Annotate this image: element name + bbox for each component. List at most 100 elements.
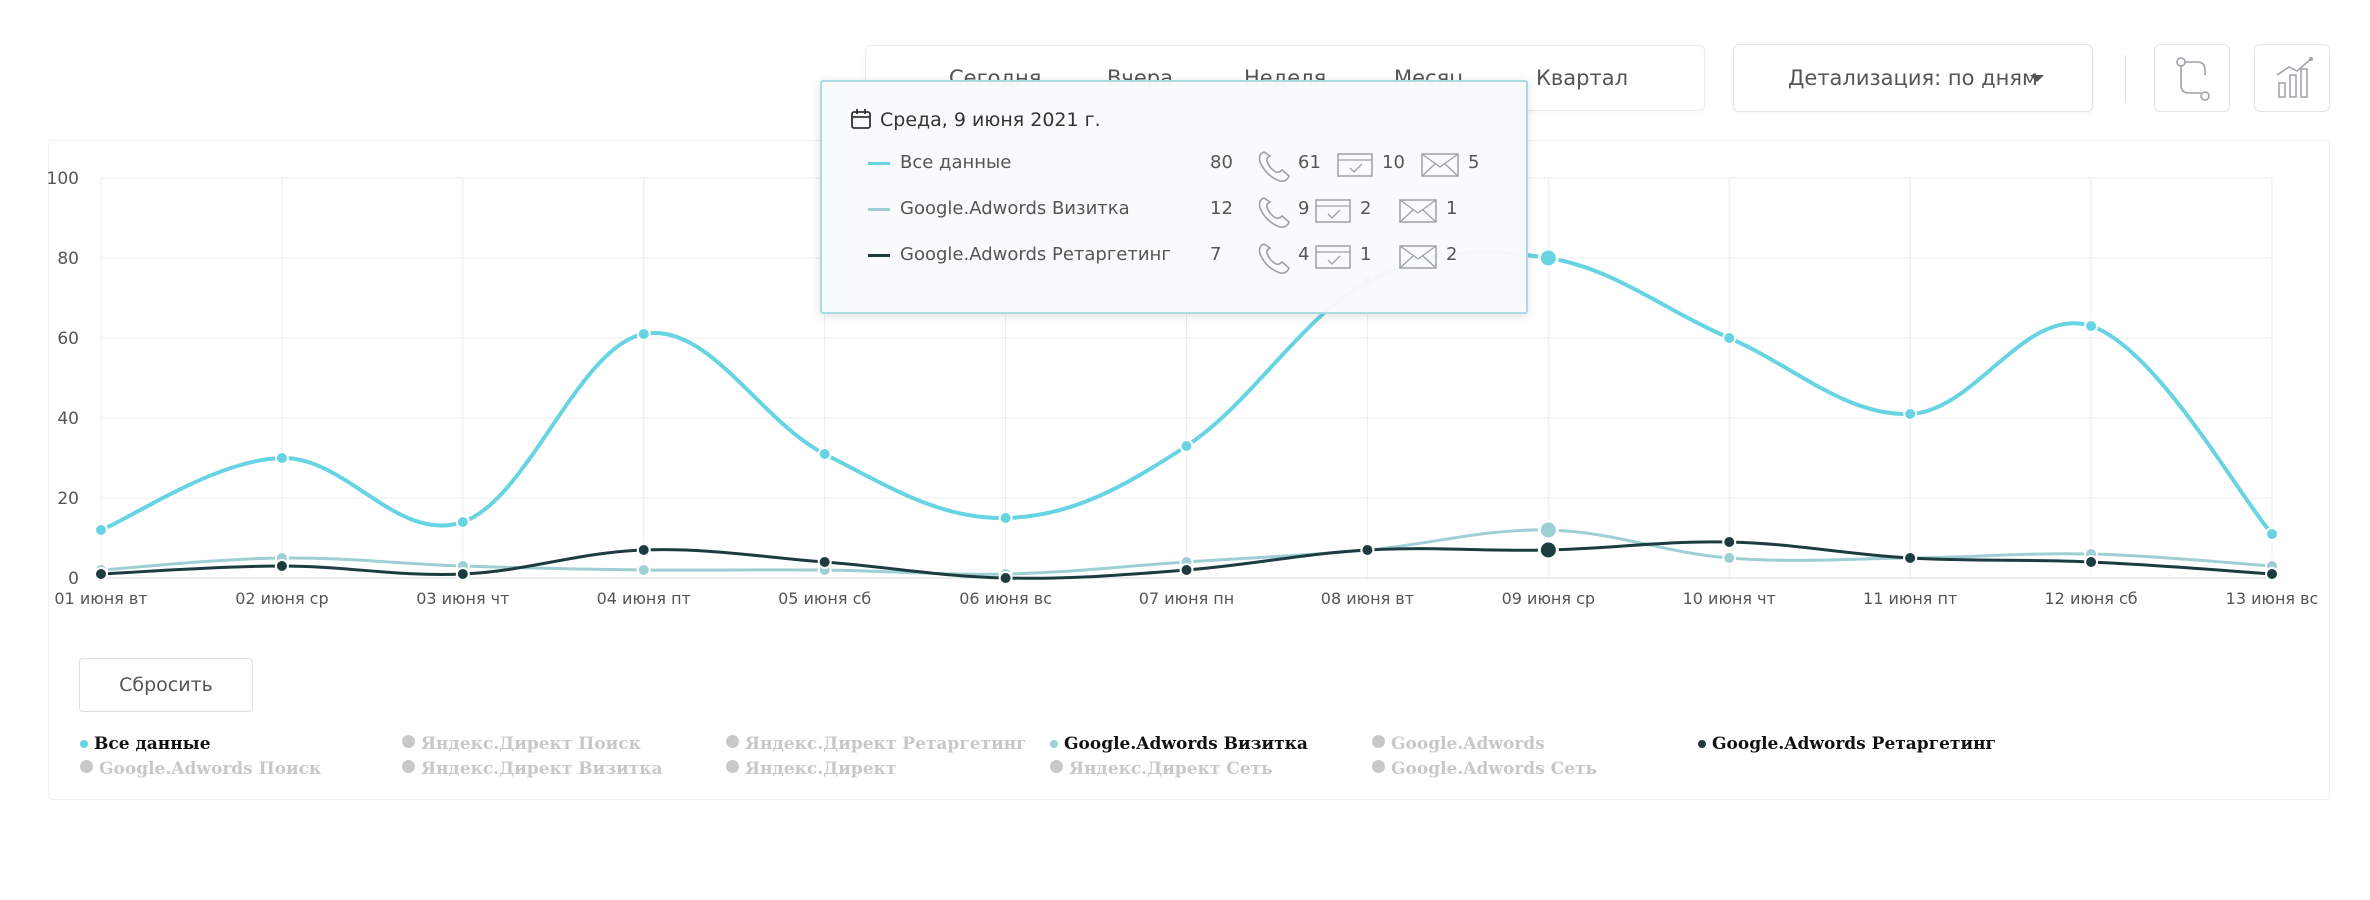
legend-label: Google.Adwords Визитка (1064, 734, 1308, 754)
calendar-icon (851, 109, 871, 129)
tooltip-emails: 2 (1446, 244, 1458, 265)
legend-label: Google.Adwords Сеть (1391, 759, 1598, 779)
legend-item-yandex-search[interactable]: Яндекс.Директ Поиск (402, 734, 641, 754)
data-point (1179, 563, 1194, 577)
legend-item-google-search[interactable]: Google.Adwords Поиск (80, 759, 321, 779)
tooltip-emails: 1 (1446, 198, 1458, 219)
legend-item-yandex-vizitka[interactable]: Яндекс.Директ Визитка (402, 759, 663, 779)
x-tick-label: 03 июня чт (416, 589, 509, 608)
y-tick-label: 100 (47, 169, 79, 189)
data-point (2084, 555, 2099, 569)
legend-item-google-adwords[interactable]: Google.Adwords (1372, 734, 1545, 754)
phone-icon (1258, 197, 1290, 228)
legend-label: Яндекс.Директ Визитка (421, 759, 663, 779)
data-point (636, 563, 651, 577)
mail-icon (1399, 199, 1437, 223)
data-point (1903, 407, 1918, 421)
data-point (817, 447, 832, 461)
data-point (2265, 567, 2279, 581)
series-swatch (868, 208, 890, 211)
y-tick-label: 80 (57, 249, 79, 269)
chart-tooltip: Среда, 9 июня 2021 г. Все данные 80 61 1… (820, 80, 1528, 314)
data-point (1537, 519, 1559, 541)
legend-item-yandex-retarget[interactable]: Яндекс.Директ Ретаргетинг (726, 734, 1027, 754)
series-swatch (868, 254, 890, 257)
data-point (998, 571, 1013, 585)
data-point (636, 327, 651, 341)
x-tick-label: 02 июня ср (235, 589, 328, 608)
data-point (94, 523, 108, 537)
tooltip-date-row: Среда, 9 июня 2021 г. (850, 108, 1101, 131)
legend-label: Яндекс.Директ Поиск (421, 734, 641, 754)
form-icon (1337, 153, 1373, 177)
data-point (1722, 331, 1737, 345)
data-point (1722, 551, 1737, 565)
legend-label: Все данные (94, 734, 211, 754)
tooltip-forms: 2 (1360, 198, 1372, 219)
legend-dot-icon (726, 735, 739, 748)
legend-dot-icon (1050, 740, 1058, 748)
legend-item-google-network[interactable]: Google.Adwords Сеть (1372, 759, 1597, 779)
data-point (636, 543, 651, 557)
data-point (1722, 535, 1737, 549)
x-tick-label: 09 июня ср (1502, 589, 1595, 608)
legend-label: Google.Adwords (1391, 734, 1545, 754)
tooltip-series-name: Google.Adwords Ретаргетинг (900, 244, 1171, 265)
caret-down-icon (2030, 75, 2044, 82)
legend-item-all-data[interactable]: Все данные (80, 734, 211, 754)
tab-quarter[interactable]: Квартал (1536, 66, 1629, 90)
tooltip-calls: 9 (1298, 198, 1310, 219)
data-point (455, 515, 470, 529)
x-tick-label: 05 июня сб (778, 589, 871, 608)
data-point (817, 555, 832, 569)
legend-item-google-vizitka[interactable]: Google.Adwords Визитка (1050, 734, 1308, 754)
y-tick-label: 20 (57, 489, 79, 509)
data-point (998, 511, 1013, 525)
tooltip-calls: 61 (1298, 152, 1321, 173)
tooltip-row: Google.Adwords Ретаргетинг 7 4 1 2 (868, 240, 1508, 274)
data-point (274, 451, 289, 465)
tooltip-series-name: Google.Adwords Визитка (900, 198, 1130, 219)
detail-select[interactable]: Детализация: по дням (1733, 44, 2093, 112)
legend-label: Яндекс.Директ Ретаргетинг (745, 734, 1027, 754)
legend-dot-icon (402, 760, 415, 773)
chart-type-button[interactable] (2254, 44, 2330, 112)
data-point (1903, 551, 1918, 565)
reset-button[interactable]: Сбросить (79, 658, 253, 712)
tooltip-row: Все данные 80 61 10 5 (868, 148, 1508, 182)
legend-label: Яндекс.Директ Сеть (1069, 759, 1273, 779)
x-tick-label: 08 июня вт (1321, 589, 1414, 608)
tooltip-total: 7 (1210, 244, 1222, 265)
tooltip-forms: 1 (1360, 244, 1372, 265)
phone-icon (1258, 243, 1290, 274)
data-point (2084, 319, 2099, 333)
tooltip-series-name: Все данные (900, 152, 1012, 173)
legend-dot-icon (1050, 760, 1063, 773)
data-point (1537, 539, 1559, 561)
data-point (2265, 527, 2279, 541)
legend-label: Google.Adwords Поиск (99, 759, 322, 779)
funnel-button[interactable] (2154, 44, 2230, 112)
legend-item-yandex-network[interactable]: Яндекс.Директ Сеть (1050, 759, 1273, 779)
x-tick-label: 04 июня пт (597, 589, 691, 608)
bar-chart-icon (2276, 57, 2313, 98)
y-tick-label: 40 (57, 409, 79, 429)
data-point (455, 567, 470, 581)
data-point (1537, 247, 1559, 269)
phone-icon (1258, 151, 1290, 182)
form-icon (1315, 245, 1351, 269)
series-swatch (868, 162, 890, 165)
tooltip-calls: 4 (1298, 244, 1310, 265)
x-tick-label: 11 июня пт (1863, 589, 1957, 608)
y-tick-label: 60 (57, 329, 79, 349)
y-tick-label: 0 (68, 569, 79, 589)
tooltip-total: 12 (1210, 198, 1233, 219)
x-tick-label: 06 июня вс (959, 589, 1052, 608)
legend-item-google-retarget[interactable]: Google.Adwords Ретаргетинг (1698, 734, 1996, 754)
legend-dot-icon (1698, 740, 1706, 748)
mail-icon (1399, 245, 1437, 269)
mail-icon (1421, 153, 1459, 177)
tooltip-forms: 10 (1382, 152, 1405, 173)
legend-item-yandex-direct[interactable]: Яндекс.Директ (726, 759, 896, 779)
line-chart: 0 20 40 60 80 100 01 июня вт 02 июня ср 03 июня … (47, 169, 2319, 608)
